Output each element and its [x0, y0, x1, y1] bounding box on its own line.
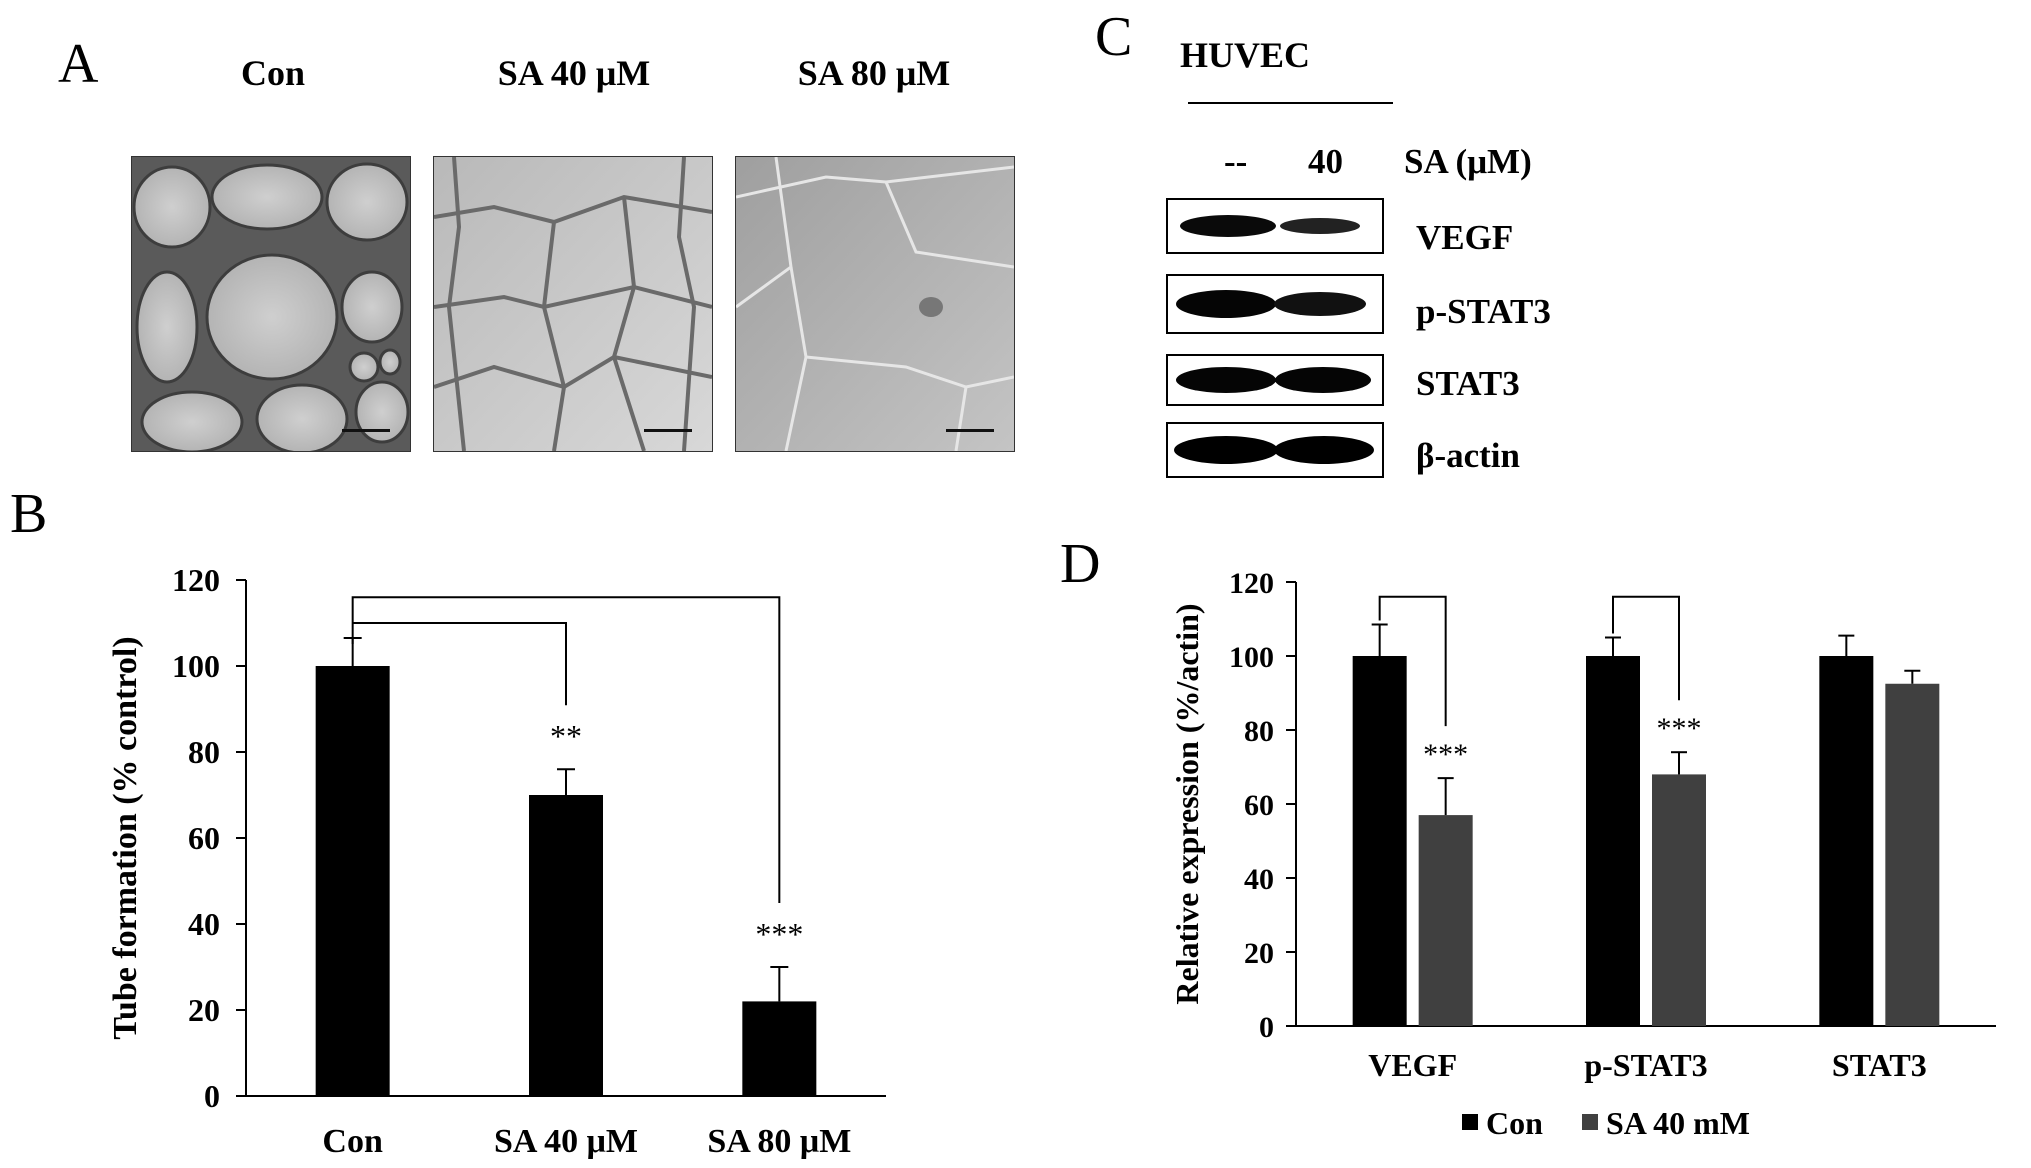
chart-b-x-tick-label: SA 40 μM	[494, 1123, 638, 1160]
chart-d-y-axis-label: Relative expression (%/actin)	[1169, 603, 1205, 1004]
panel-letter-b: B	[10, 483, 48, 545]
chart-d-x-tick-label: p-STAT3	[1584, 1047, 1707, 1083]
chart-d-bar	[1586, 656, 1640, 1026]
chart-d-y-tick-label: 120	[1229, 567, 1274, 600]
band-actin-control	[1174, 436, 1278, 464]
tube-network-sa80	[736, 157, 1014, 451]
band-vegf-control	[1180, 215, 1276, 237]
micrograph-label-con: Con	[240, 53, 306, 93]
blot-bands-actin	[1174, 436, 1374, 464]
blot-bands-vegf	[1180, 215, 1360, 237]
micrograph-sa80	[735, 156, 1015, 452]
chart-b-x-tick-label: Con	[322, 1123, 383, 1160]
chart-b-x-tick-label: SA 80 μM	[707, 1123, 851, 1160]
blot-strip-pstat3	[1166, 274, 1384, 334]
chart-b-bar	[315, 666, 390, 1096]
chart-d-y-tick-label: 80	[1244, 715, 1274, 748]
micrograph-label-sa40: SA 40 μM	[497, 53, 651, 93]
chart-b-y-tick-label: 60	[188, 820, 220, 856]
chart-d-x-tick-label: VEGF	[1368, 1047, 1457, 1083]
band-stat3-sa40	[1275, 367, 1371, 393]
cell-line-label: HUVEC	[1180, 35, 1311, 75]
blot-bands-stat3	[1176, 367, 1371, 393]
panel-letter-c: C	[1095, 6, 1133, 68]
chart-d-bar	[1652, 774, 1706, 1026]
chart-b-y-tick-label: 20	[188, 992, 220, 1028]
chart-d-legend-swatch	[1462, 1114, 1478, 1130]
chart-b-bracket-con-vs-sa40	[352, 622, 567, 706]
chart-b-y-axis-label: Tube formation (% control)	[107, 636, 144, 1039]
chart-b-tube-formation: 0 20 40 60 80 100 120 Con SA 40 μM ** SA 80 μM *** T…	[107, 562, 886, 1160]
chart-d-legend-label: Con	[1486, 1105, 1543, 1141]
chart-d-bar	[1819, 656, 1874, 1026]
chart-d-bar	[1352, 656, 1407, 1026]
chart-d-bracket	[1378, 595, 1447, 727]
chart-d-x-tick-label: STAT3	[1832, 1047, 1927, 1083]
chart-d-y-tick-label: 40	[1244, 863, 1274, 896]
chart-d-bracket	[1612, 595, 1680, 701]
micrograph-label-sa80: SA 80 μM	[797, 53, 951, 93]
chart-b-bracket-con-vs-sa80	[351, 596, 781, 903]
chart-d-legend-swatch	[1582, 1114, 1598, 1130]
chart-b-y-tick-label: 40	[188, 906, 220, 942]
band-stat3-control	[1176, 367, 1276, 393]
chart-d-bar	[1418, 815, 1473, 1026]
chart-b-bar	[742, 1001, 817, 1096]
chart-b-significance: ***	[755, 916, 803, 952]
chart-b-y-tick-label: 120	[172, 562, 220, 598]
band-pstat3-sa40	[1274, 292, 1366, 316]
panel-letter-a: A	[58, 33, 99, 95]
chart-d-bar	[1885, 683, 1940, 1026]
blot-bands-pstat3	[1176, 290, 1366, 318]
chart-b-significance: **	[550, 718, 582, 754]
blot-strip-stat3	[1166, 354, 1384, 406]
chart-d-y-tick-label: 60	[1244, 789, 1274, 822]
tube-network-sa40	[434, 157, 712, 451]
cell-line-underline	[1188, 102, 1393, 104]
blot-strip-vegf	[1166, 198, 1384, 254]
chart-d-y-tick-label: 100	[1229, 641, 1274, 674]
blot-label-stat3: STAT3	[1416, 364, 1520, 403]
chart-d-significance: ***	[1423, 738, 1468, 771]
band-pstat3-control	[1176, 290, 1276, 318]
chart-d-relative-expression: 0 20 40 60 80 100 120 VEGF *** p-STAT3 *** STAT3 Rel…	[1169, 567, 1996, 1141]
blot-label-vegf: VEGF	[1416, 218, 1514, 257]
blot-strip-actin	[1166, 422, 1384, 478]
chart-d-legend-label: SA 40 mM	[1606, 1105, 1750, 1141]
band-actin-sa40	[1274, 436, 1374, 464]
chart-d-y-tick-label: 20	[1244, 937, 1274, 970]
blot-label-pstat3: p-STAT3	[1416, 292, 1551, 331]
lane-label-sa40: 40	[1308, 142, 1343, 181]
chart-d-significance: ***	[1657, 712, 1702, 745]
band-vegf-sa40	[1280, 218, 1360, 234]
panel-letter-d: D	[1060, 533, 1101, 595]
chart-b-y-tick-label: 80	[188, 734, 220, 770]
chart-b-y-tick-label: 100	[172, 648, 220, 684]
chart-d-y-tick-label: 0	[1259, 1011, 1274, 1044]
micrograph-con	[131, 156, 411, 452]
lane-label-control: --	[1224, 142, 1248, 181]
tube-network-con	[132, 157, 410, 451]
micrograph-sa40	[433, 156, 713, 452]
blot-label-actin: β-actin	[1416, 436, 1520, 475]
chart-b-y-tick-label: 0	[204, 1078, 220, 1114]
treatment-label: SA (μM)	[1404, 142, 1532, 181]
chart-b-bar	[529, 795, 603, 1096]
